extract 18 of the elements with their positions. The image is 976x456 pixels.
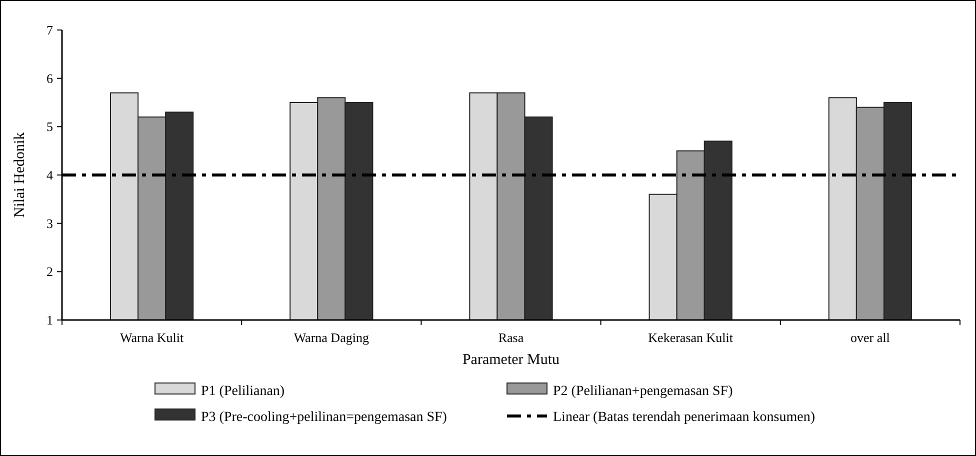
y-tick-label: 5 xyxy=(46,119,53,134)
y-tick-label: 6 xyxy=(46,70,54,86)
y-tick-label: 7 xyxy=(46,22,54,38)
x-tick-label: over all xyxy=(850,330,890,345)
x-tick-label: Warna Kulit xyxy=(120,330,184,345)
legend-label: P2 (Pelilianan+pengemasan SF) xyxy=(553,384,734,399)
x-tick-label: Kekerasan Kulit xyxy=(648,330,734,345)
y-tick-label: 3 xyxy=(46,216,53,231)
y-tick-label: 1 xyxy=(46,312,53,328)
x-tick-label: Warna Daging xyxy=(294,330,370,345)
legend-label: P3 (Pre-cooling+pelilinan=pengemasan SF) xyxy=(201,410,448,425)
x-axis-title: Parameter Mutu xyxy=(462,352,560,368)
legend-label: P1 (Pelilianan) xyxy=(201,384,285,399)
x-tick-label: Rasa xyxy=(498,330,524,345)
y-axis-title: Nilai Hedonik xyxy=(12,132,28,218)
y-tick-label: 2 xyxy=(46,264,53,280)
y-tick-label: 4 xyxy=(46,168,54,183)
legend-label: Linear (Batas terendah penerimaan konsumen) xyxy=(553,410,816,425)
